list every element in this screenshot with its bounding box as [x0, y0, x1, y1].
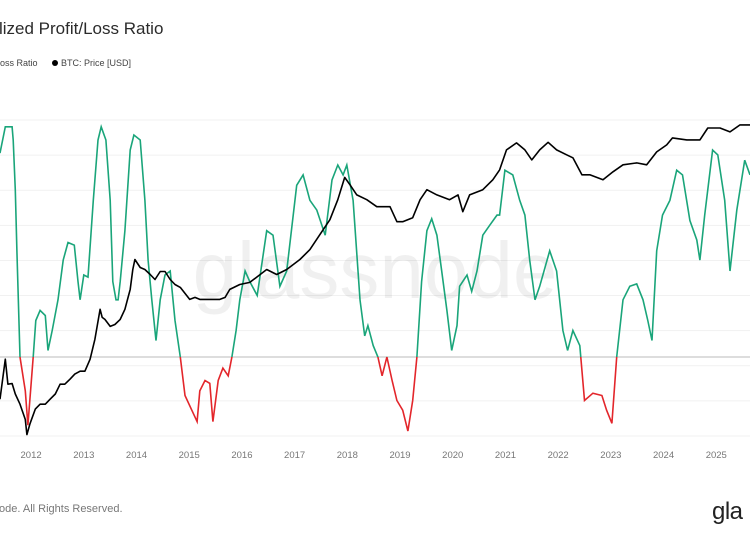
x-tick-label: 2025 — [706, 450, 727, 461]
legend-dot-icon — [52, 60, 58, 66]
x-tick-label: 2022 — [548, 450, 569, 461]
legend-label: BTC: Price [USD] — [61, 58, 132, 68]
x-tick-label: 2012 — [21, 450, 42, 461]
ratio-line-profit — [0, 124, 750, 357]
x-tick-label: 2024 — [653, 450, 674, 461]
watermark: glassnode — [193, 226, 558, 315]
x-tick-label: 2015 — [179, 450, 200, 461]
legend-item-price[interactable]: BTC: Price [USD] — [52, 58, 131, 68]
btc-price-line — [0, 124, 750, 436]
x-tick-label: 2014 — [126, 450, 147, 461]
x-tick-label: 2017 — [284, 450, 305, 461]
copyright-text: ode. All Rights Reserved. — [0, 503, 123, 515]
x-axis-ticks: 2012 2013 2014 2015 2016 2017 2018 2019 2020 2021… — [21, 450, 727, 461]
chart-title: lized Profit/Loss Ratio — [0, 19, 164, 38]
x-tick-label: 2023 — [600, 450, 621, 461]
legend-label: oss Ratio — [0, 58, 38, 68]
x-tick-label: 2018 — [337, 450, 358, 461]
legend-item-ratio[interactable]: oss Ratio — [0, 58, 38, 68]
ratio-line-loss — [19, 356, 618, 432]
x-tick-label: 2020 — [442, 450, 463, 461]
x-tick-label: 2016 — [231, 450, 252, 461]
x-tick-label: 2021 — [495, 450, 516, 461]
x-tick-label: 2019 — [389, 450, 410, 461]
x-tick-label: 2013 — [73, 450, 94, 461]
glassnode-logo[interactable]: gla — [712, 498, 743, 525]
